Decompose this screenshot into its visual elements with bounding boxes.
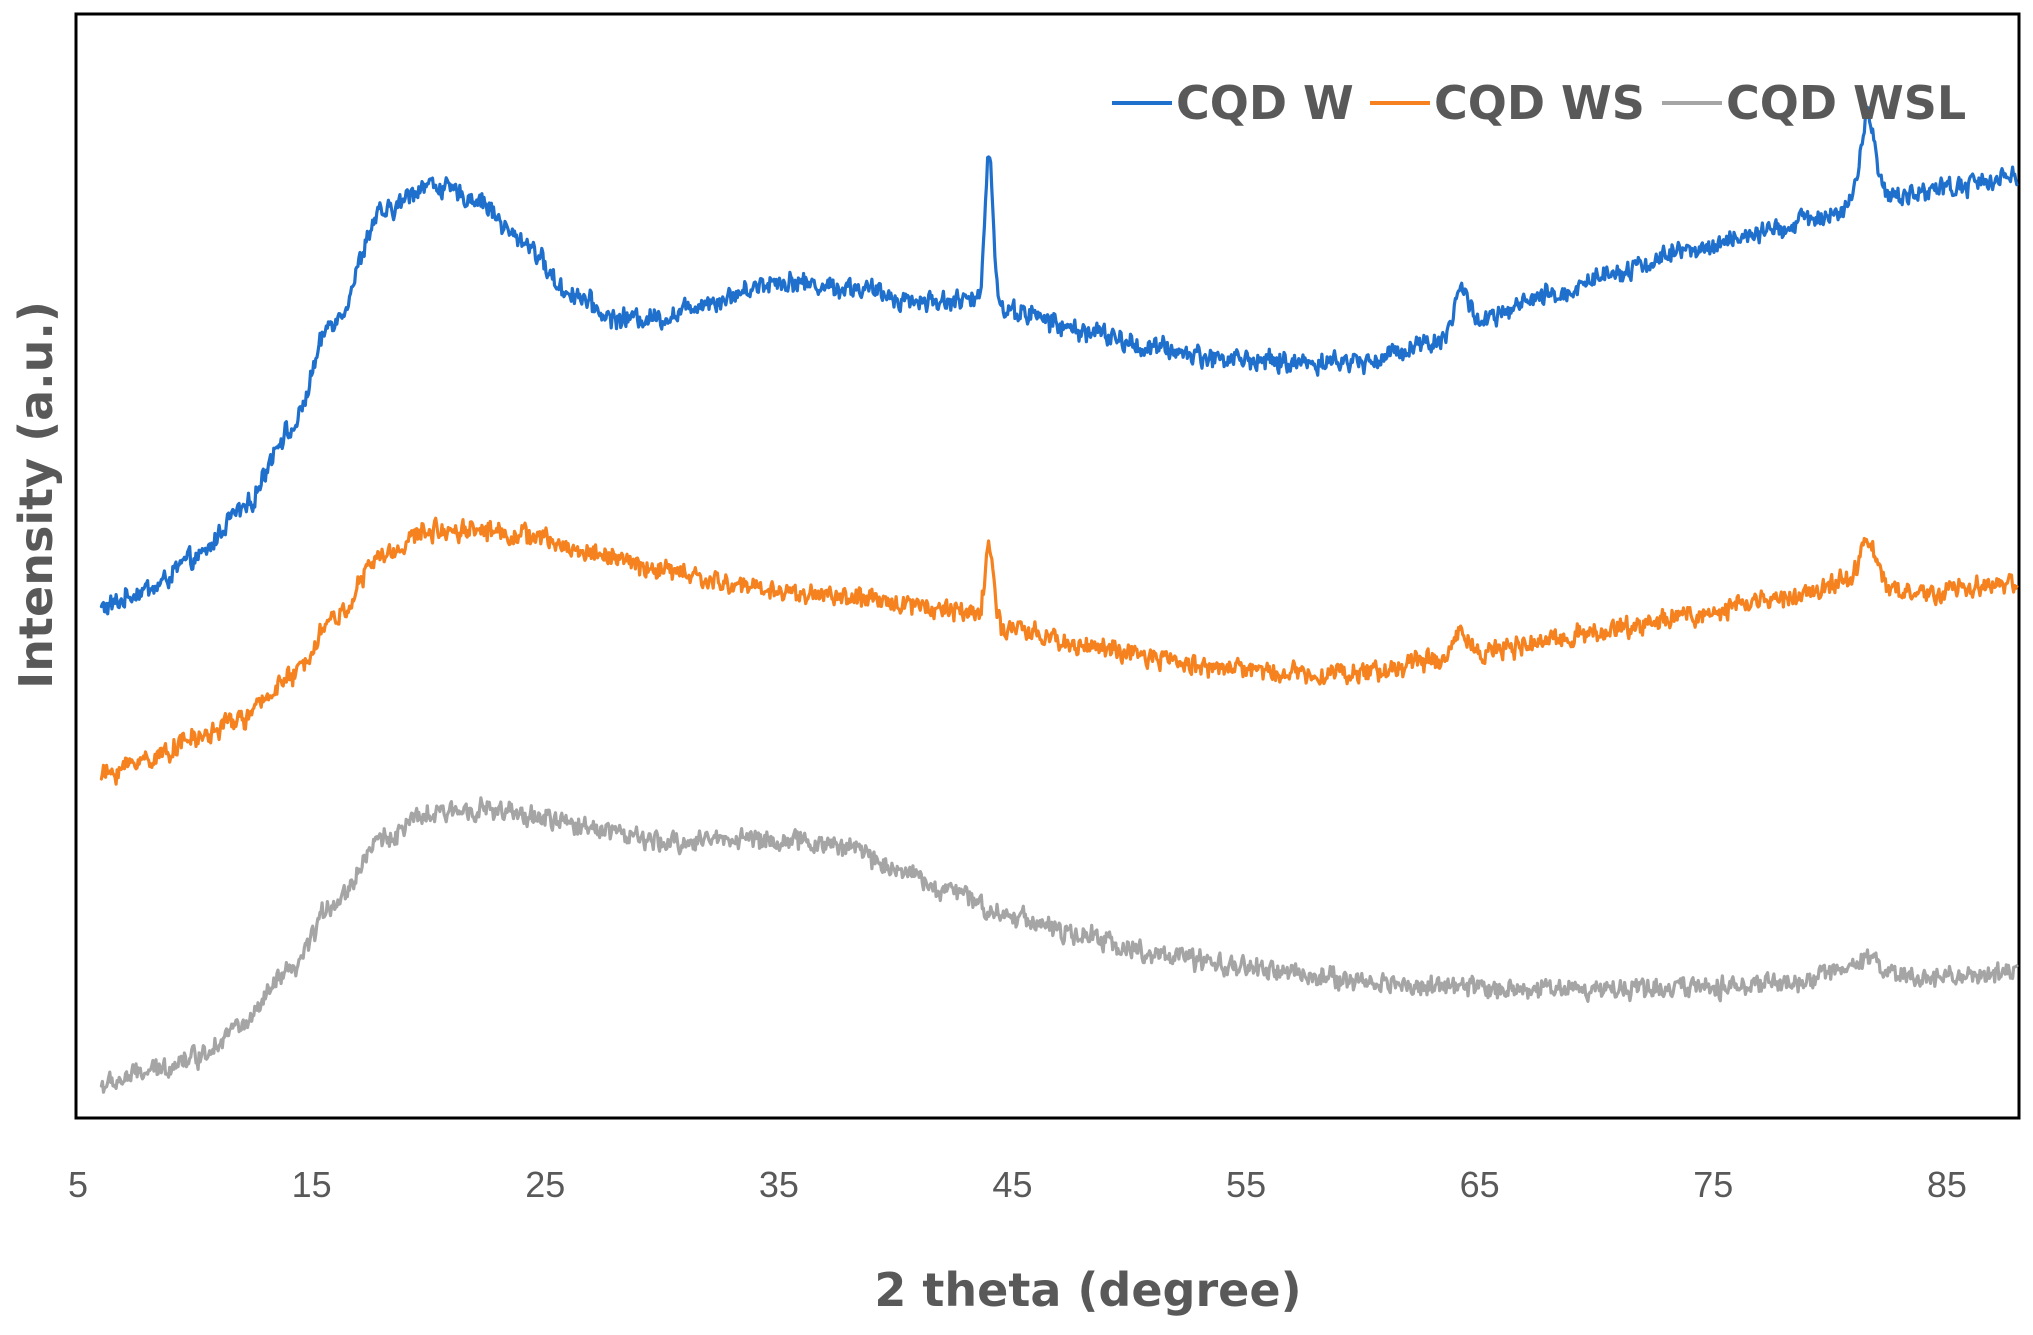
legend-label-cqd-w: CQD W (1176, 76, 1354, 130)
x-tick-label: 5 (68, 1164, 88, 1205)
x-tick-label: 55 (1226, 1164, 1266, 1205)
series-line-cqd-w (99, 105, 2019, 616)
plot-frame (74, 12, 2021, 1120)
legend-label-cqd-ws: CQD WS (1434, 76, 1645, 130)
x-tick-label: 45 (992, 1164, 1032, 1205)
series-line-cqd-ws (99, 516, 2019, 786)
series-layer (99, 105, 2019, 1094)
legend-label-cqd-wsl: CQD WSL (1726, 76, 1966, 130)
x-tick-labels: 5 15 25 35 45 55 65 75 85 (68, 1164, 1967, 1205)
x-tick-label: 35 (759, 1164, 799, 1205)
series-line-cqd-wsl (99, 796, 2019, 1094)
x-tick-label: 75 (1693, 1164, 1733, 1205)
y-axis-title: Intensity (a.u.) (9, 301, 63, 689)
x-tick-label: 65 (1460, 1164, 1500, 1205)
x-tick-label: 85 (1927, 1164, 1967, 1205)
x-tick-label: 25 (525, 1164, 565, 1205)
x-tick-label: 15 (292, 1164, 332, 1205)
x-axis-title: 2 theta (degree) (874, 1263, 1301, 1317)
legend: CQD W CQD WS CQD WSL (1112, 76, 1966, 130)
